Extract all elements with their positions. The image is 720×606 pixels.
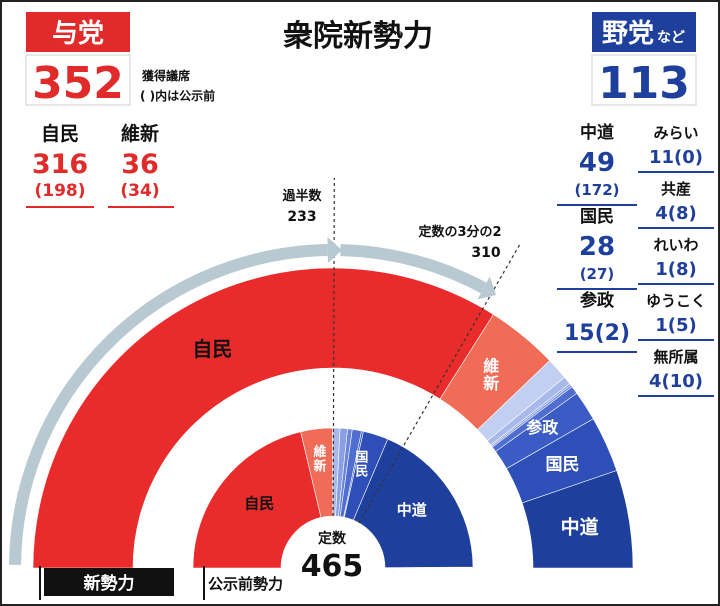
opp-party-6-seats-prev: 1(5): [655, 315, 697, 336]
ruling-label-box: [26, 12, 130, 52]
majority-arrow-band: [9, 244, 487, 565]
ruling-party-seats-ishin: 36: [121, 149, 159, 180]
two-thirds-label: 定数の3分の2: [417, 224, 501, 240]
previous-label-ldp: 自民: [244, 495, 274, 513]
majority-line: [332, 178, 335, 517]
majority-arrowhead: [327, 237, 343, 264]
opp-party-0-prev: (172): [574, 181, 619, 199]
ruling-party-name-ldp: 自民: [41, 122, 79, 145]
ruling-total-box: [25, 54, 131, 106]
opp-party-2-name: 参政: [580, 290, 615, 311]
new-label-kokumin: 国民: [546, 455, 580, 475]
threshold-lines: [327, 178, 522, 524]
previous-label-kokumin: 国民: [355, 450, 368, 479]
opposition-total: 113: [598, 58, 690, 109]
new-slice-chudo: [521, 470, 634, 569]
new-label-ldp: 自民: [192, 337, 232, 361]
previous-seats-ring: [192, 427, 474, 569]
opp-party-0-name: 中道: [580, 122, 614, 143]
majority-value: 233: [287, 209, 316, 225]
opp-party-3-name: みらい: [653, 124, 698, 142]
legend-old: 公示前勢力: [208, 575, 283, 593]
ruling-total: 352: [32, 58, 124, 109]
opp-party-2-seats-prev: 15(2): [564, 321, 630, 346]
opp-party-4-name: 共産: [661, 180, 691, 198]
two-thirds-arrowhead: [477, 276, 497, 300]
center-total: 465: [301, 549, 364, 584]
opp-party-7-seats-prev: 4(10): [649, 371, 703, 392]
new-seats-ring: [32, 267, 634, 569]
new-label-chudo: 中道: [561, 515, 599, 538]
ruling-party-seats-ldp: 316: [32, 149, 88, 180]
center-label: 定数: [318, 530, 347, 547]
opp-party-5-name: れいわ: [653, 236, 698, 254]
previous-slice-ldp: [192, 431, 322, 569]
note-line-1: 獲得議席: [142, 68, 190, 83]
ruling-party-name-ishin: 維新: [121, 122, 159, 145]
opp-party-3-seats-prev: 11(0): [649, 147, 703, 168]
opposition-label-box: [592, 12, 696, 52]
two-thirds-value: 310: [471, 245, 500, 261]
opp-party-1-seats: 28: [579, 232, 615, 262]
opposition-label-suffix: など: [657, 30, 685, 46]
previous-label-chudo: 中道: [397, 501, 427, 519]
opp-party-6-name: ゆうこく: [646, 292, 706, 310]
chart-title: 衆院新勢力: [283, 19, 433, 54]
opp-party-7-name: 無所属: [653, 348, 698, 366]
new-slice-ldp: [32, 267, 494, 569]
opp-party-0-seats: 49: [579, 148, 615, 178]
opp-party-1-prev: (27): [580, 265, 615, 283]
new-label-sansei: 参政: [526, 418, 559, 437]
new-label-ishin: 維新: [483, 356, 499, 393]
opp-party-4-seats-prev: 4(8): [655, 203, 697, 224]
note-line-2: ( )内は公示前: [140, 88, 215, 103]
opp-party-5-seats-prev: 1(8): [655, 259, 697, 280]
legend-new-box: [44, 568, 174, 596]
legend-new: 新勢力: [84, 573, 135, 594]
previous-slice-chudo: [352, 438, 474, 568]
opp-party-1-name: 国民: [580, 207, 614, 227]
opposition-total-box: [591, 54, 697, 106]
ruling-party-prev-ishin: (34): [120, 181, 159, 201]
opposition-label-main: 野党: [602, 19, 654, 49]
ruling-label: 与党: [52, 19, 104, 49]
ruling-party-prev-ldp: (198): [34, 181, 85, 201]
opposition-party-list: 中道 49 (172) 国民 28 (27) 参政 15(2) みらい 11(0) 共産 4(8) れい…: [557, 122, 714, 397]
previous-label-ishin: 維新: [314, 444, 327, 474]
majority-label: 過半数: [281, 188, 322, 204]
